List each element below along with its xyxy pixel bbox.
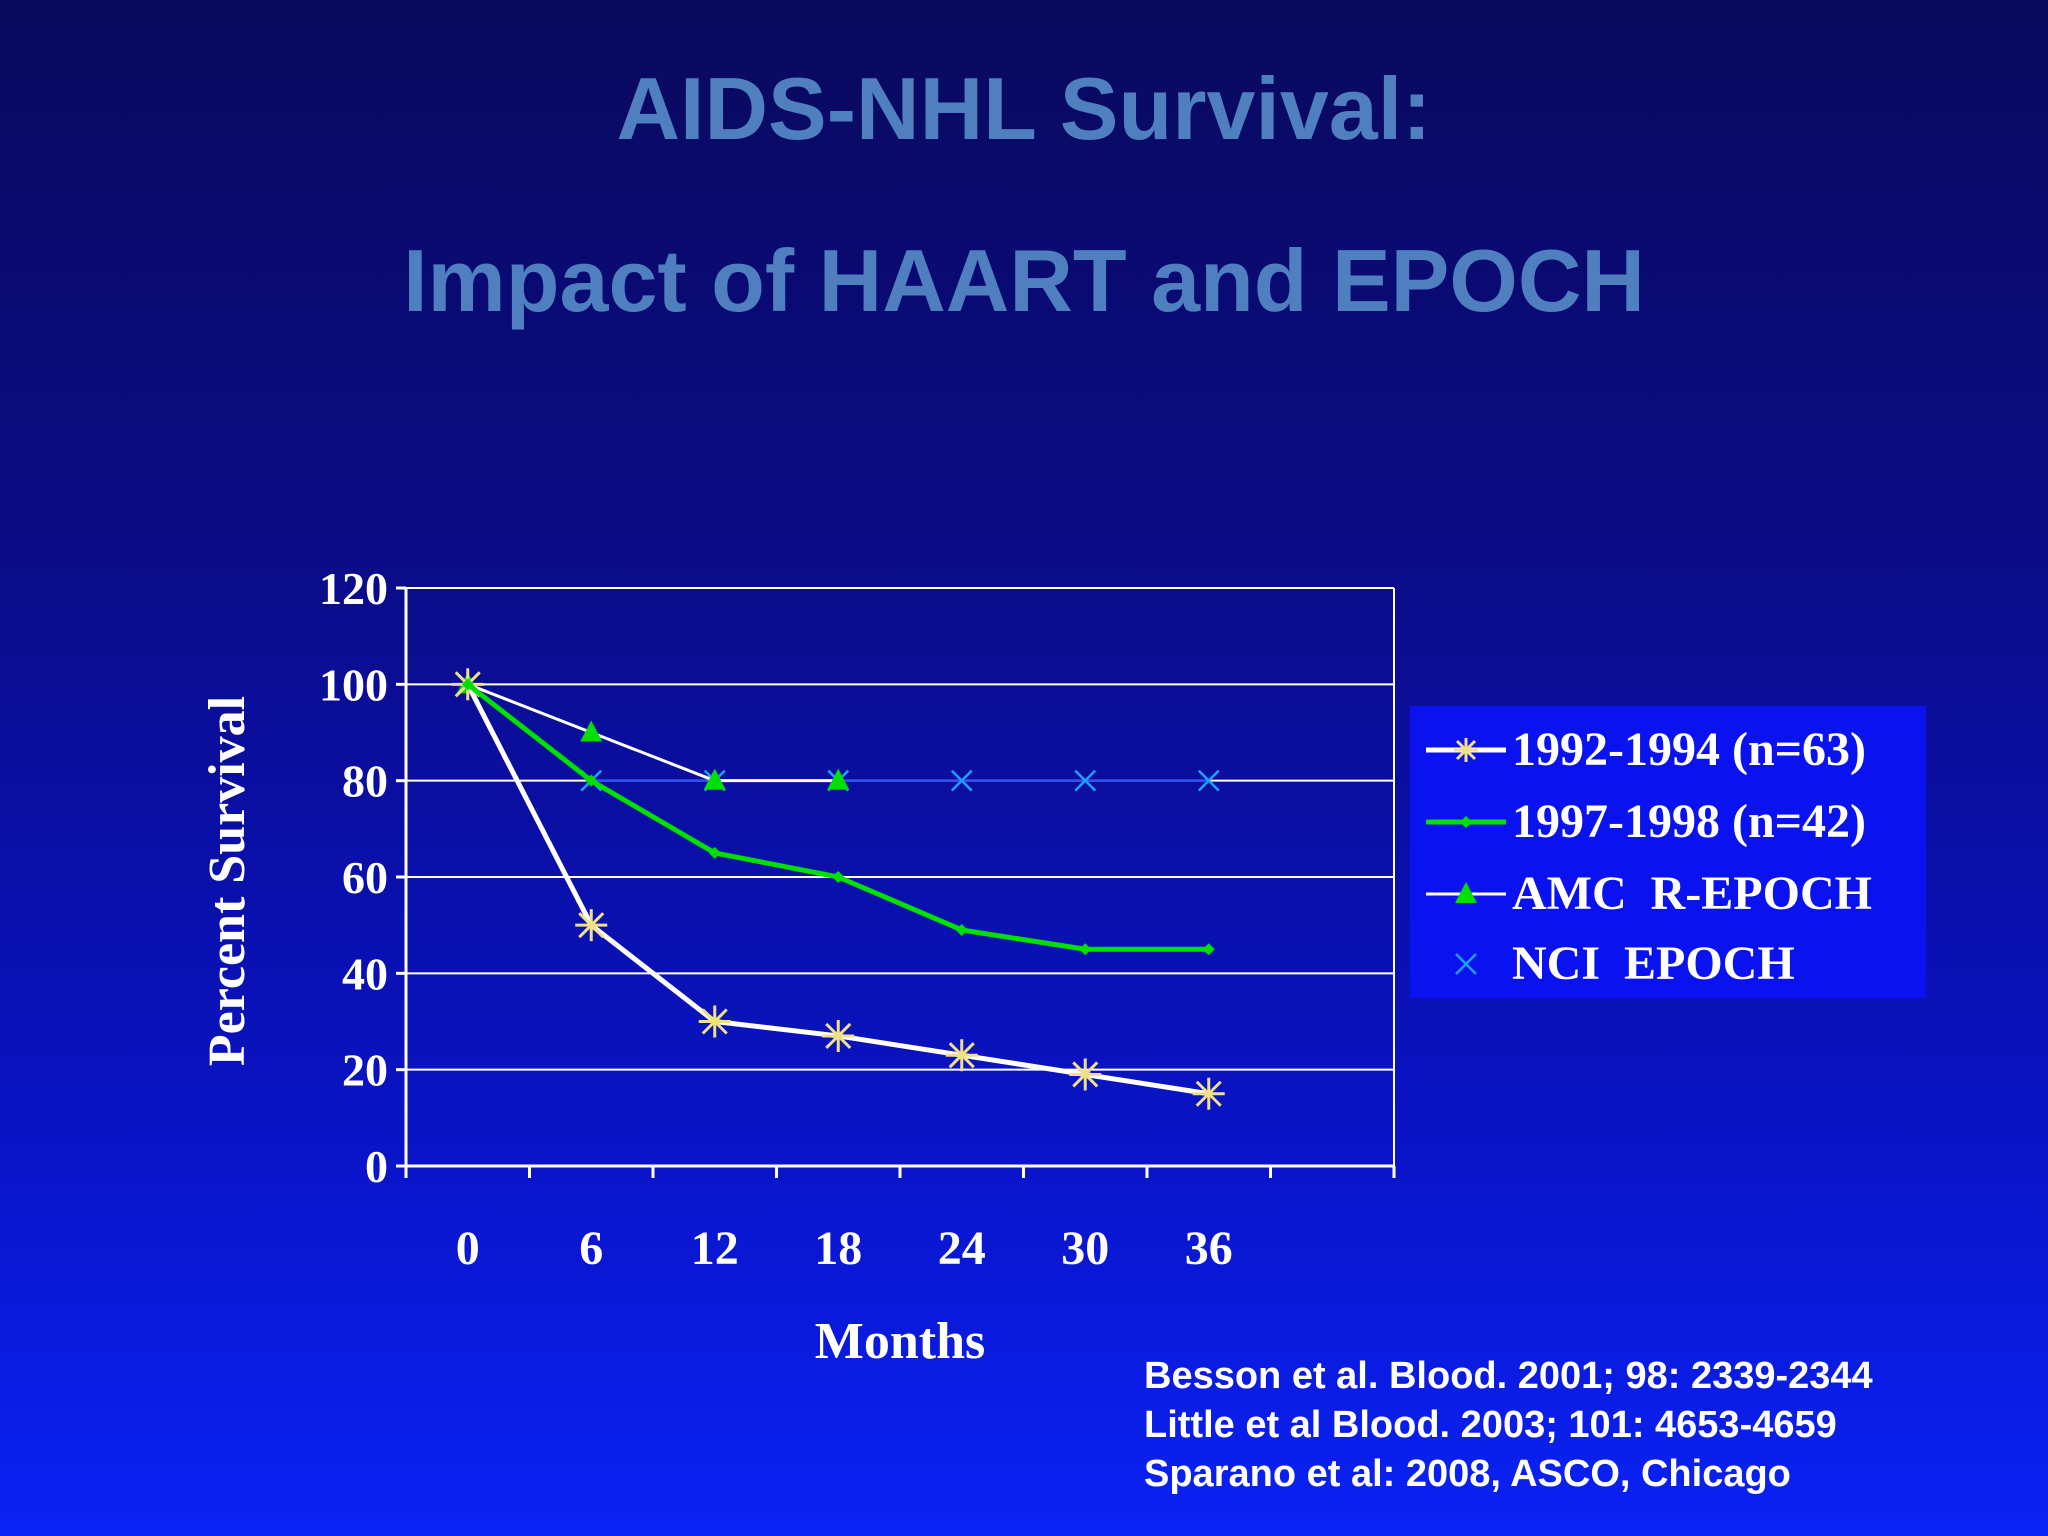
- x-tick-label-18: 18: [814, 1222, 862, 1275]
- series-0-point-18: [822, 1019, 855, 1052]
- reference-1: Besson et al. Blood. 2001; 98: 2339-2344: [1144, 1355, 1873, 1397]
- series-0-point-36: [1192, 1077, 1225, 1110]
- x-tick-label-6: 6: [579, 1222, 603, 1275]
- x-tick-label-30: 30: [1061, 1222, 1109, 1275]
- legend-swatch-triangle-icon: [1426, 882, 1506, 903]
- series-0-point-30: [1069, 1058, 1102, 1091]
- series-1-point-24: [955, 923, 968, 936]
- reference-3: Sparano et al: 2008, ASCO, Chicago: [1144, 1453, 1791, 1495]
- series-1-point-18: [832, 871, 845, 883]
- legend-label-1997-1998: 1997-1998 (n=42): [1512, 795, 1866, 848]
- x-tick-label-24: 24: [938, 1222, 986, 1275]
- series-line-2: [467, 682, 839, 783]
- series-1-point-0: [461, 678, 474, 691]
- series-3-point-36: [1197, 769, 1220, 792]
- series-line-3: [467, 683, 1209, 782]
- series-1-point-36: [1202, 943, 1215, 956]
- legend-item-1997-1998: 1997-1998 (n=42): [1410, 792, 1926, 852]
- legend-swatch-diamond-icon: [1426, 816, 1506, 828]
- series-0: [451, 668, 1225, 1110]
- series-3-point-30: [1074, 769, 1097, 792]
- slide-title-line-2: Impact of HAART and EPOCH: [403, 231, 1645, 330]
- series-2: [456, 672, 850, 790]
- legend-label-nci-epoch: NCI EPOCH: [1512, 937, 1795, 990]
- series-2-point-18: [827, 768, 850, 790]
- series-1-point-30: [1079, 943, 1092, 956]
- series-line-1: [466, 682, 1209, 952]
- y-tick-label-0: 0: [365, 1141, 388, 1192]
- y-axis-title: Percent Survival: [199, 696, 256, 1066]
- series-2-point-6: [580, 720, 603, 742]
- legend-swatch-x-icon: [1455, 953, 1477, 975]
- x-axis-title: Months: [815, 1313, 985, 1370]
- legend-item-nci-epoch: NCI EPOCH: [1410, 934, 1926, 994]
- y-tick-label-120: 120: [319, 563, 388, 614]
- series-2-point-12: [703, 768, 726, 790]
- y-tick-label-80: 80: [342, 756, 388, 807]
- series-0-point-6: [575, 909, 608, 942]
- legend-label-1992-1994: 1992-1994 (n=63): [1512, 723, 1866, 776]
- series-1-point-12: [708, 846, 721, 859]
- legend-item-1992-1994: 1992-1994 (n=63): [1410, 720, 1926, 780]
- series-1-point-6: [585, 774, 598, 787]
- references: Besson et al. Blood. 2001; 98: 2339-2344…: [1144, 1352, 1873, 1499]
- y-tick-label-60: 60: [342, 852, 388, 903]
- x-tick-label-12: 12: [691, 1222, 739, 1275]
- reference-2: Little et al Blood. 2003; 101: 4653-4659: [1144, 1404, 1837, 1446]
- series-3-point-24: [950, 769, 973, 792]
- x-tick-label-36: 36: [1185, 1222, 1233, 1275]
- chart-legend: 1992-1994 (n=63) 1997-1998 (n=42) AMC R-…: [1410, 706, 1926, 998]
- series-1: [461, 678, 1215, 956]
- legend-label-amc-r-epoch: AMC R-EPOCH: [1512, 867, 1872, 920]
- series-0-point-12: [698, 1005, 731, 1038]
- legend-swatch-asterisk-icon: [1426, 738, 1506, 762]
- y-tick-label-40: 40: [342, 948, 388, 999]
- y-tick-label-100: 100: [319, 659, 388, 710]
- x-tick-label-0: 0: [456, 1222, 480, 1275]
- legend-item-amc-r-epoch: AMC R-EPOCH: [1410, 864, 1926, 924]
- y-tick-label-20: 20: [342, 1045, 388, 1096]
- series-0-point-24: [945, 1039, 978, 1072]
- slide-title-line-1: AIDS-NHL Survival:: [616, 59, 1432, 158]
